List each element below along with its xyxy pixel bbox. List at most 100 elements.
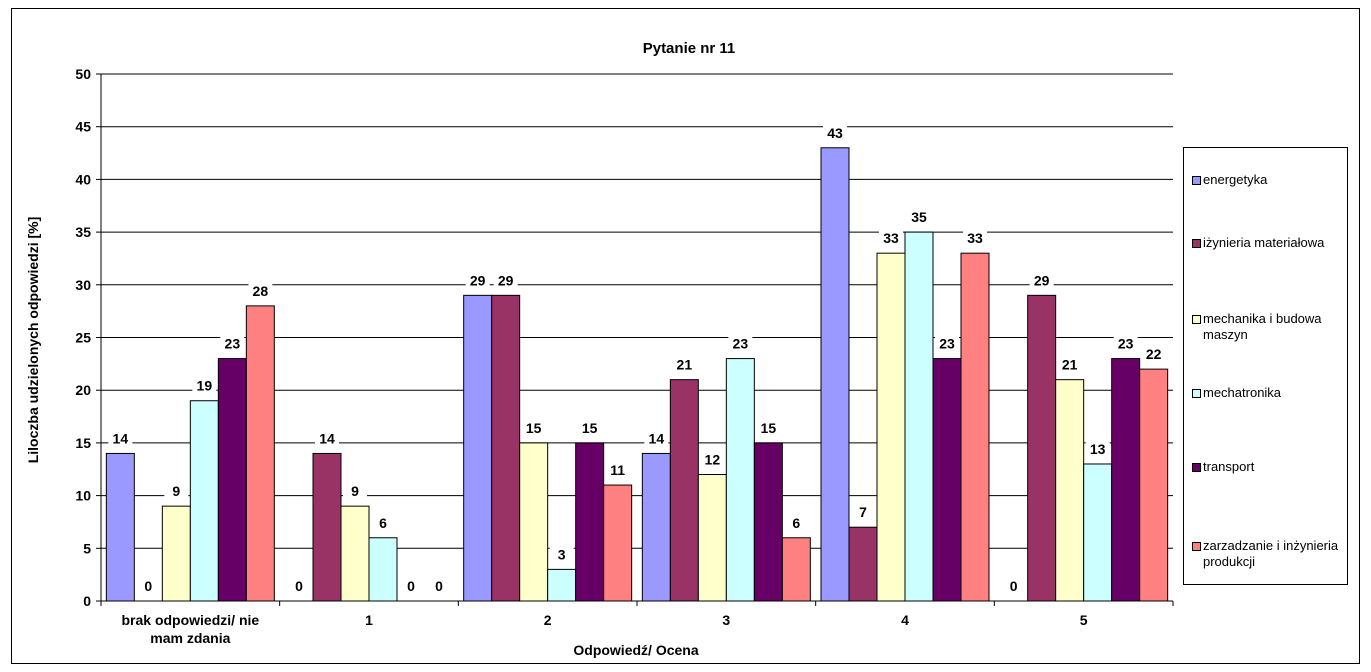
x-tick-label: 3: [722, 612, 730, 628]
value-labels: 14 0 29 14 43 0 0 14 29 21 7 29 9 9 15 12 33 21 19 6 3 23 35 13…: [108, 122, 1166, 596]
value-label: 0: [295, 578, 303, 594]
value-label: 3: [558, 546, 566, 562]
value-label: 15: [761, 420, 777, 436]
bar: [697, 474, 727, 602]
value-label-bg: [1029, 270, 1054, 291]
y-tick-label: 10: [75, 488, 91, 504]
y-tick-label: 15: [75, 435, 91, 451]
legend-item: mechanika i budowa maszyn: [1192, 311, 1352, 343]
bar: [641, 452, 671, 602]
legend-swatch: [1192, 542, 1201, 551]
value-label-bg: [907, 207, 931, 228]
value-label-bg: [521, 417, 546, 438]
value-label: 0: [144, 578, 152, 594]
y-tick-label: 5: [83, 540, 91, 556]
bar: [1139, 368, 1169, 602]
legend-swatch: [1192, 239, 1201, 248]
value-label: 0: [1010, 578, 1018, 594]
value-label: 6: [792, 515, 800, 531]
value-label-bg: [287, 576, 311, 596]
legend-swatch: [1192, 389, 1201, 398]
x-tick-label: 5: [1080, 612, 1088, 628]
legend-swatch: [1192, 315, 1201, 324]
value-label: 9: [172, 483, 180, 499]
value-label-bg: [108, 428, 133, 449]
value-label-bg: [577, 417, 602, 438]
y-tick-label: 20: [75, 382, 91, 398]
bar: [189, 400, 219, 602]
bar: [904, 231, 934, 602]
value-label: 21: [1062, 357, 1078, 373]
bars: [105, 147, 1169, 602]
value-label-bg: [164, 481, 189, 502]
value-label: 15: [526, 420, 542, 436]
bar: [603, 484, 633, 602]
value-label: 15: [582, 420, 598, 436]
bar: [105, 452, 135, 602]
y-tick-label: 50: [75, 66, 91, 82]
value-label: 11: [610, 462, 625, 478]
value-label: 28: [253, 283, 269, 299]
legend-item: transport: [1192, 459, 1352, 475]
legend-label: energetyka: [1203, 172, 1268, 187]
bar: [547, 568, 577, 602]
value-label: 9: [351, 483, 359, 499]
y-tick-label: 25: [75, 330, 91, 346]
bar: [312, 452, 342, 602]
value-label-bg: [823, 122, 847, 143]
value-label-bg: [1001, 576, 1026, 596]
x-axis-label: Odpowiedź/ Ocena: [573, 642, 698, 658]
value-label-bg: [1085, 438, 1110, 459]
value-label: 23: [733, 336, 749, 352]
value-label-bg: [220, 333, 245, 354]
bar: [245, 305, 275, 602]
value-label: 0: [435, 578, 443, 594]
bar: [669, 379, 699, 602]
value-label-bg: [465, 270, 490, 291]
chart-title: Pytanie nr 11: [643, 40, 736, 57]
value-label-bg: [672, 354, 697, 375]
value-label-bg: [493, 270, 518, 291]
legend-label: zarzadzanie i inżynieria produkcji: [1203, 538, 1339, 569]
value-label: 33: [883, 230, 899, 246]
bar: [781, 537, 811, 602]
y-tick-labels: 0 5 10 15 20 25 30 35 40 45 50: [75, 66, 91, 609]
value-label: 23: [225, 336, 241, 352]
x-tick-label: brak odpowiedzi/ nie mam zdania: [121, 612, 259, 646]
value-label-bg: [728, 333, 753, 354]
value-label-bg: [851, 502, 875, 523]
value-label: 14: [649, 430, 665, 446]
value-label: 22: [1146, 346, 1162, 362]
axes: [96, 73, 1174, 606]
bar: [217, 358, 247, 602]
legend-item: energetyka: [1192, 172, 1352, 188]
x-tick-label: 2: [544, 612, 552, 628]
value-label-bg: [399, 576, 423, 596]
x-tick-label: 4: [901, 612, 909, 628]
value-label: 29: [470, 272, 486, 288]
value-label-bg: [1057, 354, 1082, 375]
value-label-bg: [644, 428, 669, 449]
bar: [820, 147, 850, 602]
value-label: 35: [911, 209, 927, 225]
value-label: 6: [379, 515, 387, 531]
legend-label: mechatronika: [1203, 385, 1282, 400]
value-label-bg: [935, 333, 959, 354]
value-label: 29: [498, 272, 514, 288]
value-label: 21: [677, 357, 693, 373]
value-label: 33: [967, 230, 983, 246]
bar: [519, 442, 549, 602]
value-label-bg: [700, 449, 725, 470]
bar: [932, 358, 962, 602]
bar: [876, 252, 906, 602]
bar: [1111, 358, 1141, 602]
bar: [368, 537, 398, 602]
value-label-bg: [192, 375, 217, 396]
value-label: 13: [1090, 441, 1106, 457]
bar: [491, 294, 521, 602]
legend-item: mechatronika: [1192, 385, 1352, 401]
value-label-bg: [879, 228, 903, 249]
value-label: 14: [113, 430, 129, 446]
value-label: 12: [705, 452, 721, 468]
